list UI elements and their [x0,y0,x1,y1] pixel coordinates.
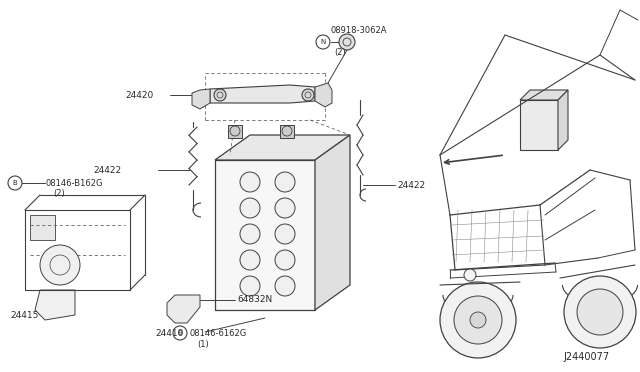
Polygon shape [30,215,55,240]
Circle shape [282,126,292,136]
Polygon shape [215,160,315,310]
Text: 24410: 24410 [155,330,184,339]
Circle shape [440,282,516,358]
Polygon shape [192,89,210,109]
Text: 24422: 24422 [93,166,121,174]
Circle shape [302,89,314,101]
Polygon shape [280,125,294,138]
Circle shape [240,250,260,270]
Text: (2): (2) [53,189,65,198]
Circle shape [240,198,260,218]
Text: N: N [321,39,326,45]
Circle shape [40,245,80,285]
Circle shape [275,250,295,270]
Text: B: B [178,330,182,336]
Circle shape [275,224,295,244]
Polygon shape [228,125,242,138]
Polygon shape [210,85,315,103]
Circle shape [240,276,260,296]
Circle shape [240,224,260,244]
Text: (1): (1) [197,340,209,350]
Circle shape [564,276,636,348]
Text: 24420: 24420 [125,90,153,99]
Polygon shape [167,295,200,323]
Circle shape [454,296,502,344]
Text: 08918-3062A: 08918-3062A [331,26,387,35]
Polygon shape [215,135,350,160]
Circle shape [275,198,295,218]
Circle shape [577,289,623,335]
Circle shape [464,269,476,281]
Circle shape [275,276,295,296]
Circle shape [275,172,295,192]
Polygon shape [315,83,332,107]
Text: 08146-6162G: 08146-6162G [189,328,246,337]
Polygon shape [520,90,568,100]
Circle shape [214,89,226,101]
Polygon shape [520,100,558,150]
Text: 24415: 24415 [10,311,38,320]
Text: B: B [13,180,17,186]
Circle shape [470,312,486,328]
Polygon shape [35,290,75,320]
Circle shape [230,126,240,136]
Text: 24422: 24422 [397,180,425,189]
Text: 64832N: 64832N [237,295,272,305]
Polygon shape [315,135,350,310]
Text: J2440077: J2440077 [564,352,610,362]
Polygon shape [558,90,568,150]
Circle shape [339,34,355,50]
Text: 08146-B162G: 08146-B162G [45,179,102,187]
Text: (2): (2) [334,48,346,57]
Circle shape [240,172,260,192]
